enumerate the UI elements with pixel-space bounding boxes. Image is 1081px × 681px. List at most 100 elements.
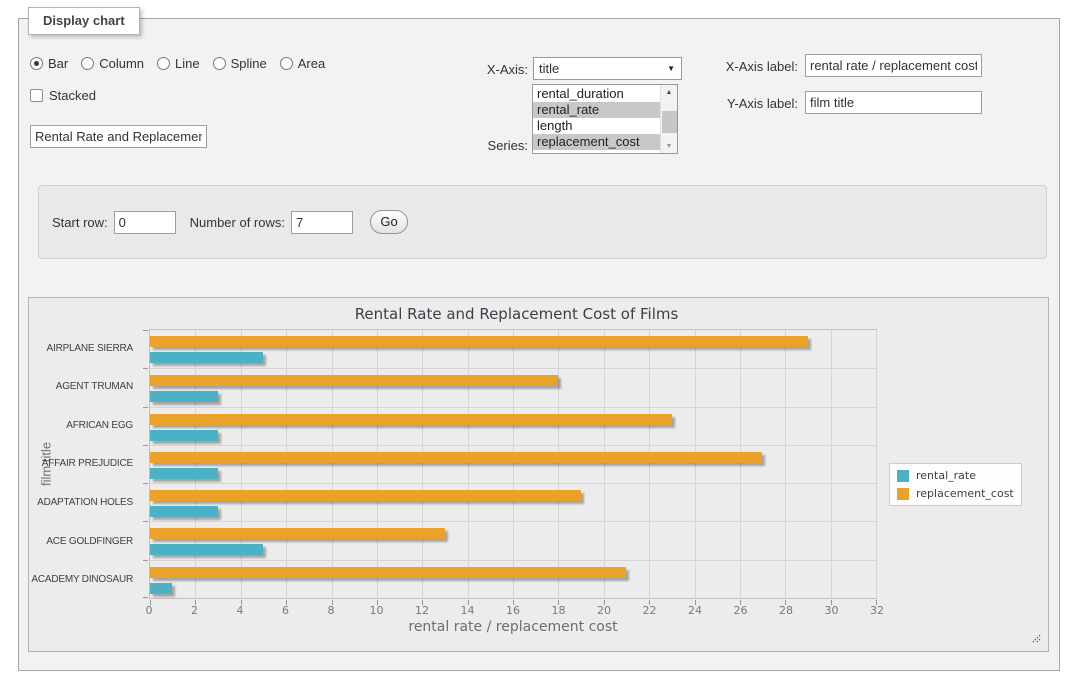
x-axis-label-input[interactable] [805,54,982,77]
radio-option-column[interactable]: Column [81,56,144,71]
category-label: ACADEMY DINOSAUR [31,574,133,586]
gridline [467,330,469,598]
gridline [331,330,333,598]
radio-icon[interactable] [157,57,171,70]
x-tick-mark [376,600,378,605]
go-button[interactable]: Go [370,210,408,234]
x-tick-mark [830,600,832,605]
x-tick-mark [603,600,605,605]
gridline [286,330,288,598]
legend-label: rental_rate [916,469,976,482]
bar-rental_rate [150,352,264,363]
x-tick-mark [785,600,787,605]
bar-rental_rate [150,544,264,556]
gridline [603,330,605,598]
radio-icon[interactable] [30,57,43,70]
category-label: AFRICAN EGG [66,419,133,431]
scroll-down-icon: ▼ [665,142,673,150]
x-tick-label: 12 [415,604,429,617]
start-row-input[interactable] [113,210,176,234]
chart-row [150,368,876,406]
series-scrollbar[interactable]: ▲ ▼ [660,85,677,153]
series-select-label: Series: [487,138,528,153]
stacked-checkbox[interactable]: Stacked [30,88,96,103]
checkbox-icon[interactable] [30,89,43,102]
series-option-length[interactable]: length [537,118,573,133]
bar-replacement_cost [150,566,627,578]
radio-option-area[interactable]: Area [279,56,325,71]
chart-row [150,483,876,521]
stacked-label: Stacked [49,88,96,103]
gridline [876,330,877,598]
x-axis-label-caption: X-Axis label: [725,59,798,74]
y-tick-mark [143,406,148,408]
x-tick-label: 16 [506,604,520,617]
x-tick-label: 18 [551,604,566,617]
x-tick-mark [286,600,288,605]
y-tick-mark [143,521,148,523]
x-tick-mark [467,600,469,605]
start-row-label: Start row: [52,214,108,230]
scrollbar-thumb[interactable] [662,111,677,133]
number-of-rows-input[interactable] [291,210,353,234]
x-tick-label: 30 [824,604,839,617]
x-tick-mark [558,600,560,605]
scroll-up-button[interactable]: ▲ [661,85,677,99]
series-option-rental_rate[interactable]: rental_rate [533,102,660,118]
series-option-rental_duration[interactable]: rental_duration [537,86,624,101]
radio-option-line[interactable]: Line [157,56,200,71]
legend-item: replacement_cost [897,487,1014,500]
grid [150,330,877,598]
radio-option-spline[interactable]: Spline [212,56,267,71]
radio-label: Bar [48,56,69,71]
category-label: AIRPLANE SIERRA [46,342,134,354]
bar-replacement_cost [150,490,581,502]
x-tick-label: 20 [597,604,611,617]
chart-row [150,559,876,598]
y-axis-label-input[interactable] [805,91,982,114]
chart-row [150,406,876,445]
gridline [422,330,424,598]
chart-type-group: Bar Column Line Spline Area [30,56,325,71]
gridline [558,330,560,598]
legend-swatch-icon [897,469,909,482]
row-range-panel: Start row: Number of rows: Go [38,185,1047,259]
chart-row [150,521,876,559]
y-tick-mark [143,483,148,485]
bar-replacement_cost [150,528,445,540]
radio-icon[interactable] [212,57,226,70]
x-tick-mark [739,600,741,605]
y-axis-label-caption: Y-Axis label: [726,96,798,111]
category-label: ADAPTATION HOLES [37,497,133,509]
gridline [513,330,514,598]
x-axis-selected-value: title [539,61,560,76]
x-tick-label: 10 [369,604,384,617]
radio-option-bar[interactable]: Bar [30,56,68,71]
radio-icon[interactable] [279,57,293,70]
scroll-down-button[interactable]: ▼ [661,139,677,153]
chart-title-input[interactable] [30,125,207,148]
gridline [830,330,832,598]
gridline [694,330,696,598]
y-tick-mark [143,597,148,598]
category-label: AFFAIR PREJUDICE [41,458,133,470]
bar-replacement_cost [150,375,559,387]
number-of-rows-label: Number of rows: [189,214,285,230]
x-axis-select[interactable]: title ▼ [533,57,682,80]
y-tick-mark [143,444,148,446]
series-option-replacement_cost[interactable]: replacement_cost [533,134,660,150]
series-listbox[interactable]: rental_duration rental_rate length replacem… [532,84,678,154]
bar-rental_rate [150,582,173,594]
x-tick-label: 0 [145,604,153,617]
chart-container: Rental Rate and Replacement Cost of Film… [28,297,1049,652]
bar-rental_rate [150,429,218,441]
bar-rental_rate [150,506,218,518]
legend-item: rental_rate [897,469,1014,482]
radio-icon[interactable] [81,57,95,70]
radio-label: Spline [230,56,267,71]
x-tick-mark [513,600,514,605]
x-tick-label: 14 [460,604,475,617]
bar-replacement_cost [150,413,672,425]
resize-handle-icon[interactable] [1030,631,1042,643]
